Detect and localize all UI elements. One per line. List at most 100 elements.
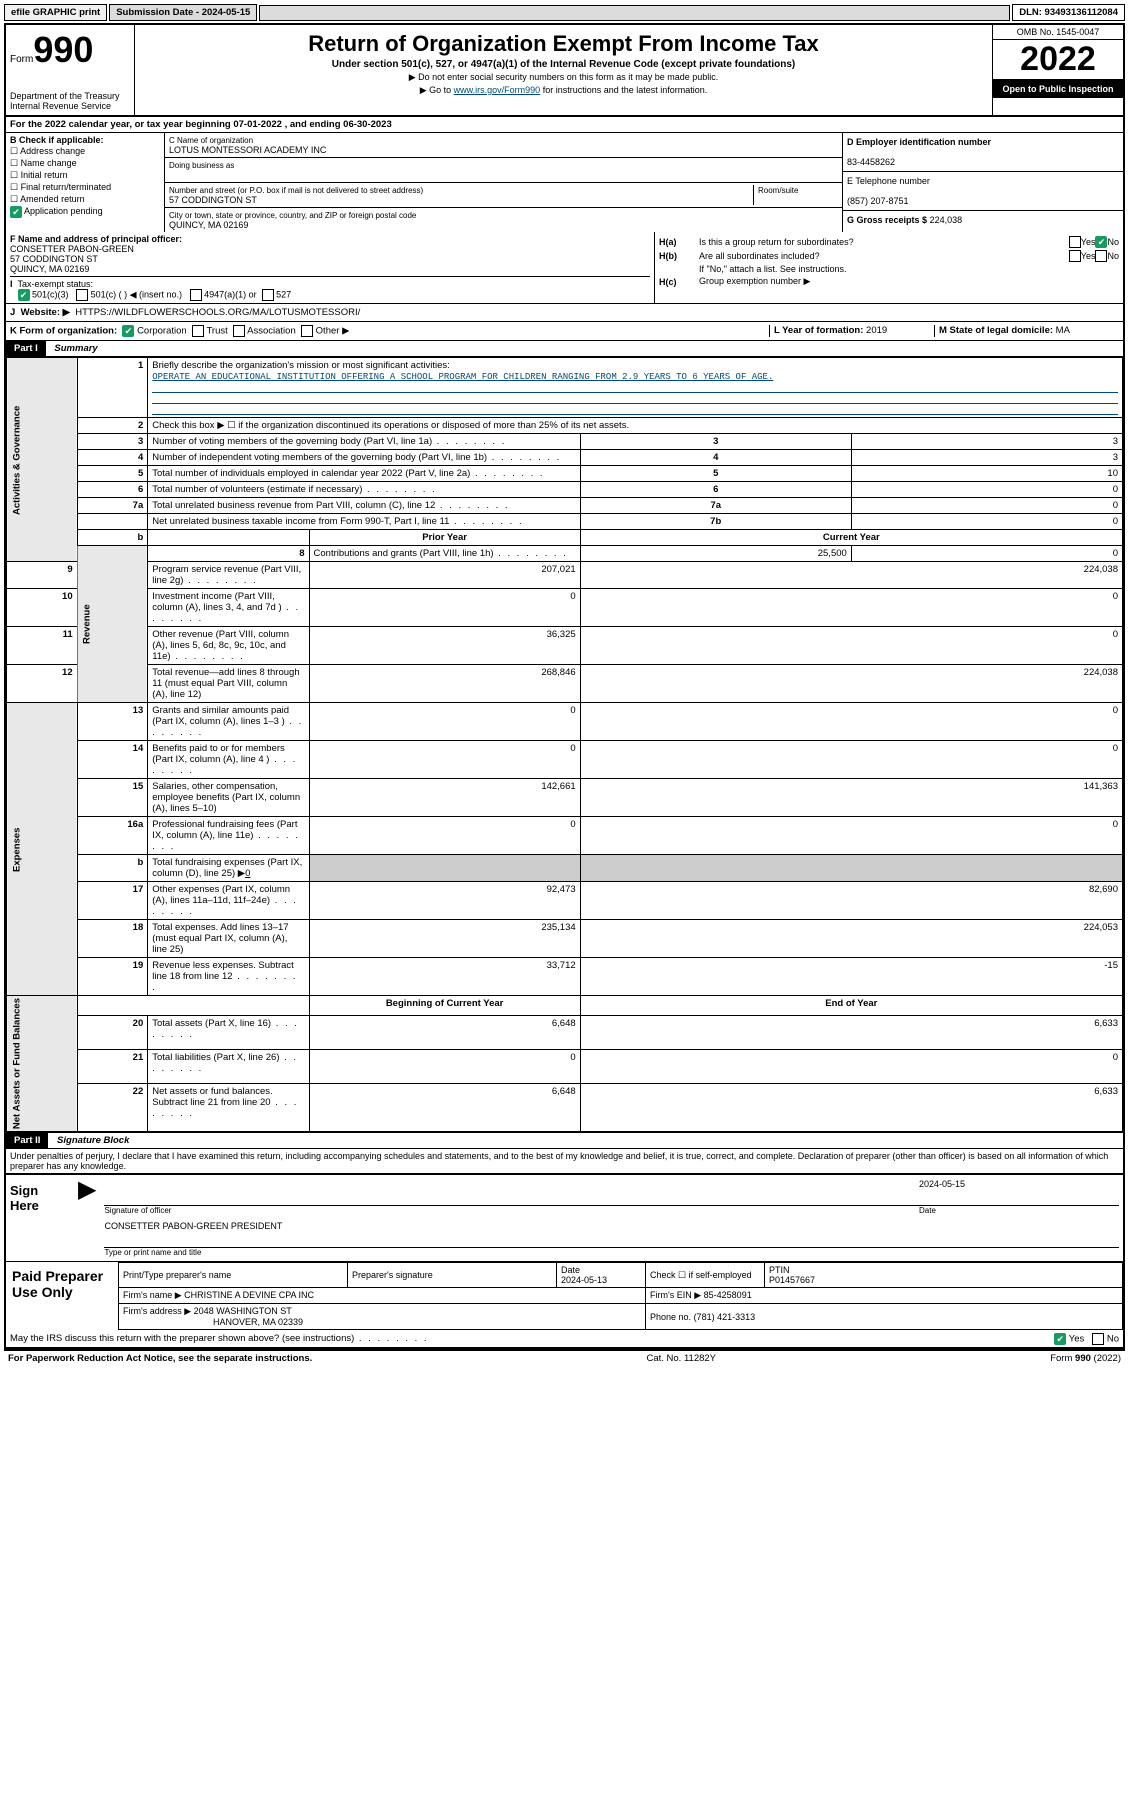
exp-row: 17Other expenses (Part IX, column (A), l… [7, 882, 1123, 920]
part2-header: Part II Signature Block [6, 1132, 1123, 1149]
exp-row: 16aProfessional fundraising fees (Part I… [7, 817, 1123, 855]
efile-btn[interactable]: efile GRAPHIC print [4, 4, 107, 21]
gov-row: 7aTotal unrelated business revenue from … [7, 498, 1123, 514]
d-lbl: D Employer identification number [847, 137, 991, 147]
section-a: For the 2022 calendar year, or tax year … [6, 117, 1123, 133]
line2: Check this box ▶ ☐ if the organization d… [148, 418, 1123, 434]
city-state-zip: QUINCY, MA 02169 [169, 220, 248, 230]
e-lbl: E Telephone number [847, 176, 930, 186]
form-number: 990 [33, 29, 93, 70]
room-lbl: Room/suite [758, 186, 798, 195]
col-prior: Prior Year [309, 530, 580, 546]
dba-lbl: Doing business as [169, 161, 234, 170]
form-990: Form990 Department of the Treasury Inter… [4, 23, 1125, 1349]
cb-501c3[interactable]: ✔ [18, 289, 30, 301]
c-name-lbl: C Name of organization [169, 136, 253, 145]
sign-here-lbl: Sign Here [6, 1175, 74, 1261]
gov-row: 4Number of independent voting members of… [7, 450, 1123, 466]
l-lbl: L Year of formation: [774, 325, 863, 336]
form-label: Form [10, 54, 33, 65]
cb-other[interactable] [301, 325, 313, 337]
cb-final-return[interactable]: ☐ Final return/terminated [10, 182, 160, 193]
f-lbl: F Name and address of principal officer: [10, 234, 182, 244]
section-de: D Employer identification number83-44582… [842, 133, 1123, 232]
cb-501c[interactable] [76, 289, 88, 301]
discuss-row: May the IRS discuss this return with the… [6, 1330, 1123, 1347]
i-lbl: Tax-exempt status: [18, 279, 94, 289]
vert-netassets: Net Assets or Fund Balances [7, 996, 78, 1132]
exp-row: 18Total expenses. Add lines 13–17 (must … [7, 920, 1123, 958]
cb-initial-return[interactable]: ☐ Initial return [10, 170, 160, 181]
mission-text: OPERATE AN EDUCATIONAL INSTITUTION OFFER… [152, 372, 773, 382]
b-label: B Check if applicable: [10, 135, 104, 145]
form-title: Return of Organization Exempt From Incom… [139, 31, 988, 57]
section-bcde: B Check if applicable: ☐ Address change … [6, 133, 1123, 232]
cb-name-change[interactable]: ☐ Name change [10, 158, 160, 169]
firm-phone: (781) 421-3313 [694, 1312, 756, 1322]
discuss-text: May the IRS discuss this return with the… [10, 1333, 429, 1344]
rev-row: 11Other revenue (Part VIII, column (A), … [7, 627, 1123, 665]
part2-tag: Part II [6, 1133, 48, 1148]
prep-sig-lbl: Preparer's signature [348, 1263, 557, 1288]
summary-table: Activities & Governance 1 Briefly descri… [6, 357, 1123, 1132]
vert-revenue: Revenue [77, 546, 148, 703]
penalty-text: Under penalties of perjury, I declare th… [6, 1149, 1123, 1173]
sig-officer-lbl: Signature of officer [104, 1205, 919, 1215]
cb-amended[interactable]: ☐ Amended return [10, 194, 160, 205]
firm-addr2: HANOVER, MA 02339 [213, 1317, 303, 1327]
officer-name-title: CONSETTER PABON-GREEN PRESIDENT [104, 1221, 1119, 1235]
cb-527[interactable] [262, 289, 274, 301]
part2-title: Signature Block [51, 1135, 129, 1146]
section-j: J Website: ▶ HTTPS://WILDFLOWERSCHOOLS.O… [6, 304, 1123, 322]
cb-corporation[interactable]: ✔ [122, 325, 134, 337]
discuss-yes[interactable]: ✔ [1054, 1333, 1066, 1345]
col-current: Current Year [580, 530, 1122, 546]
col-beginning: Beginning of Current Year [309, 996, 580, 1016]
rev-row: 9Program service revenue (Part VIII, lin… [7, 562, 1123, 589]
ssn-note: ▶ Do not enter social security numbers o… [139, 72, 988, 83]
gov-row: 6Total number of volunteers (estimate if… [7, 482, 1123, 498]
header-center: Return of Organization Exempt From Incom… [135, 25, 992, 115]
goto-note: ▶ Go to www.irs.gov/Form990 for instruct… [139, 85, 988, 96]
section-f: F Name and address of principal officer:… [6, 232, 655, 303]
foot-left: For Paperwork Reduction Act Notice, see … [8, 1353, 312, 1364]
hb-no[interactable] [1095, 250, 1107, 262]
cb-association[interactable] [233, 325, 245, 337]
foot-right: Form 990 (2022) [1050, 1353, 1121, 1364]
cb-trust[interactable] [192, 325, 204, 337]
header-left: Form990 Department of the Treasury Inter… [6, 25, 135, 115]
prep-date: 2024-05-13 [561, 1275, 607, 1285]
arrow-icon: ▶ [74, 1175, 100, 1261]
rev-row: 10Investment income (Part VIII, column (… [7, 589, 1123, 627]
sig-date-lbl: Date [919, 1205, 1119, 1215]
m-lbl: M State of legal domicile: [939, 325, 1053, 336]
org-name: LOTUS MONTESSORI ACADEMY INC [169, 145, 326, 155]
addr-lbl: Number and street (or P.O. box if mail i… [169, 186, 423, 195]
section-b: B Check if applicable: ☐ Address change … [6, 133, 165, 232]
prep-name-lbl: Print/Type preparer's name [119, 1263, 348, 1288]
discuss-no[interactable] [1092, 1333, 1104, 1345]
submission-date: Submission Date - 2024-05-15 [109, 4, 257, 21]
vert-governance: Activities & Governance [7, 358, 78, 562]
gov-row: 5Total number of individuals employed in… [7, 466, 1123, 482]
officer-addr1: 57 CODDINGTON ST [10, 254, 98, 264]
irs-link[interactable]: www.irs.gov/Form990 [454, 85, 541, 95]
hb-yes[interactable] [1069, 250, 1081, 262]
prep-title: Paid Preparer Use Only [6, 1262, 118, 1330]
header-right: OMB No. 1545-0047 2022 Open to Public In… [992, 25, 1123, 115]
exp-row: 14Benefits paid to or for members (Part … [7, 741, 1123, 779]
self-employed[interactable]: Check ☐ if self-employed [646, 1263, 765, 1288]
sig-date: 2024-05-15 [919, 1179, 1119, 1193]
cb-app-pending[interactable]: ✔ Application pending [10, 206, 160, 218]
officer-addr2: QUINCY, MA 02169 [10, 264, 89, 274]
net-row: 21Total liabilities (Part X, line 26)00 [7, 1050, 1123, 1084]
vert-expenses: Expenses [7, 703, 78, 996]
gross-receipts: 224,038 [930, 215, 963, 225]
ha-no[interactable]: ✔ [1095, 236, 1107, 248]
telephone: (857) 207-8751 [847, 196, 909, 206]
cb-address-change[interactable]: ☐ Address change [10, 146, 160, 157]
hb-text: Are all subordinates included? [699, 251, 1069, 261]
cb-4947[interactable] [190, 289, 202, 301]
state-domicile: MA [1056, 325, 1070, 336]
ha-yes[interactable] [1069, 236, 1081, 248]
